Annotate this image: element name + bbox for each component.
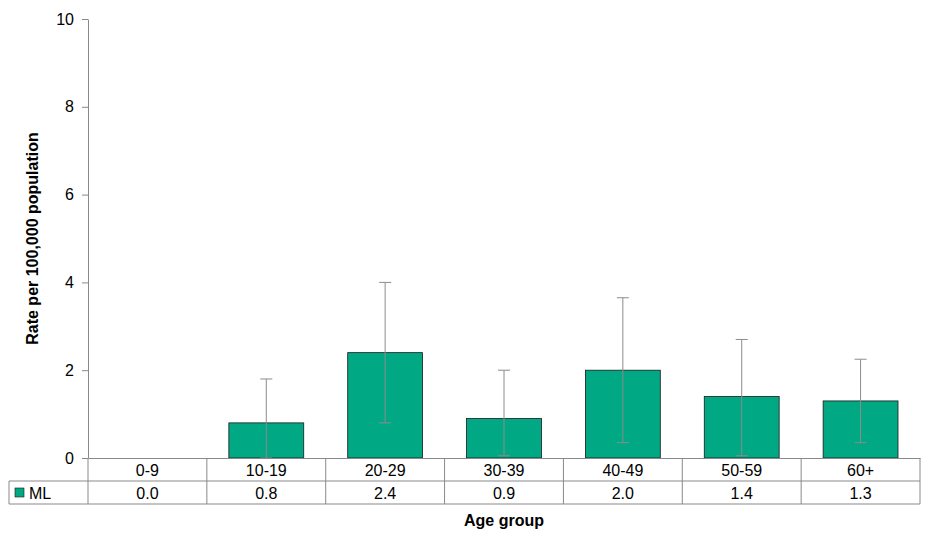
error-bar-cap (617, 442, 629, 443)
x-tick-label: 60+ (847, 462, 874, 479)
y-tick-label: 8 (65, 98, 74, 115)
error-bar-stem (385, 282, 386, 422)
legend-label: ML (29, 485, 51, 502)
table-value: 2.4 (374, 485, 396, 502)
plot-marks (229, 282, 898, 458)
y-axis-title: Rate per 100,000 population (24, 132, 41, 345)
table-value: 0.8 (255, 485, 277, 502)
y-tick-mark (82, 370, 88, 371)
y-tick: 0 (65, 450, 88, 467)
table-line (88, 481, 920, 482)
table-value: 0.0 (136, 485, 158, 502)
error-bar-stem (266, 379, 267, 458)
table-value: 1.3 (849, 485, 871, 502)
error-bar-cap (855, 359, 867, 360)
x-tick-label: 40-49 (602, 462, 643, 479)
x-tick: 60+ (847, 462, 874, 479)
legend-swatch (15, 488, 24, 497)
x-tick: 20-29 (365, 462, 406, 479)
error-bar-stem (504, 370, 505, 456)
error-bar-cap (736, 339, 748, 340)
x-tick-label: 10-19 (246, 462, 287, 479)
table-value: 0.9 (493, 485, 515, 502)
x-tick-label: 30-39 (484, 462, 525, 479)
x-axis: 0-9 10-19 20-29 30-39 40-49 50-59 60+ (89, 459, 921, 479)
y-tick: 2 (65, 362, 88, 379)
y-tick: 4 (65, 274, 88, 291)
error-bar (498, 370, 510, 456)
x-tick-label: 0-9 (136, 462, 159, 479)
y-tick-mark (82, 107, 88, 108)
y-tick-label: 6 (65, 186, 74, 203)
table-line (325, 458, 326, 504)
error-bar-stem (622, 298, 623, 443)
error-bar-stem (860, 359, 861, 442)
table-line (563, 458, 564, 504)
x-tick: 50-59 (721, 462, 762, 479)
error-bar-cap (260, 458, 272, 459)
y-axis-line (88, 20, 89, 459)
y-tick-mark (82, 282, 88, 283)
error-bar-cap (617, 297, 629, 298)
x-tick: 30-39 (484, 462, 525, 479)
y-tick: 10 (56, 11, 88, 28)
x-tick: 10-19 (246, 462, 287, 479)
error-bar (855, 359, 867, 442)
table-line (682, 458, 683, 504)
table-line (920, 458, 921, 504)
error-bar-cap (379, 282, 391, 283)
y-tick-mark (82, 19, 88, 20)
error-bar-cap (379, 422, 391, 423)
y-tick-label: 2 (65, 362, 74, 379)
error-bar-cap (855, 442, 867, 443)
y-axis: 0 2 4 6 8 10 (56, 11, 88, 467)
y-tick: 8 (65, 98, 88, 115)
data-table: ML 0.0 0.8 2.4 0.9 2.0 1.4 1.3 (9, 458, 920, 504)
table-value: 1.4 (731, 485, 753, 502)
table-line (9, 481, 10, 504)
y-tick-label: 4 (65, 274, 74, 291)
table-line (801, 458, 802, 504)
table-value: 2.0 (612, 485, 634, 502)
error-bar-cap (498, 455, 510, 456)
table-line (88, 458, 89, 504)
bar (110, 458, 185, 459)
x-tick-label: 20-29 (365, 462, 406, 479)
error-bar (617, 298, 629, 443)
x-tick-label: 50-59 (721, 462, 762, 479)
error-bar-stem (741, 339, 742, 455)
error-bar (260, 379, 272, 458)
error-bar-cap (498, 370, 510, 371)
y-tick: 6 (65, 186, 88, 203)
x-tick: 0-9 (136, 462, 159, 479)
error-bar-cap (260, 378, 272, 379)
error-bar-cap (736, 455, 748, 456)
y-tick-label: 10 (56, 11, 74, 28)
x-axis-title: Age group (464, 512, 544, 529)
x-tick: 40-49 (602, 462, 643, 479)
error-bar (379, 282, 391, 422)
table-line (206, 458, 207, 504)
y-tick-label: 0 (65, 450, 74, 467)
table-line (9, 481, 88, 482)
x-axis-line (89, 458, 921, 459)
y-tick-mark (82, 458, 88, 459)
y-tick-mark (82, 195, 88, 196)
error-bar (736, 339, 748, 455)
table-line (444, 458, 445, 504)
chart: 02468100-910-1920-2930-3940-4950-5960+ML… (0, 0, 930, 558)
table-line (9, 504, 920, 505)
